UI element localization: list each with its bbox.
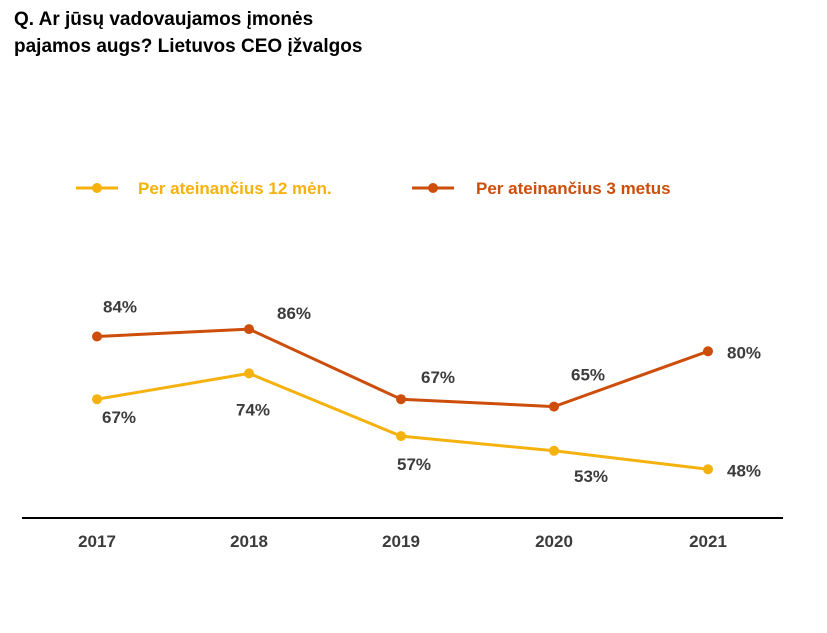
data-point-12-months-2021 bbox=[703, 464, 713, 475]
data-label-3-years-2018: 86% bbox=[277, 304, 311, 323]
series-3-years: 84% 86% 67% 65% 80% bbox=[92, 298, 761, 412]
data-label-12-months-2017: 67% bbox=[102, 408, 136, 427]
legend-marker-12-months bbox=[92, 183, 102, 193]
data-point-3-years-2021 bbox=[703, 346, 713, 357]
data-label-3-years-2020: 65% bbox=[571, 366, 605, 385]
legend-label-12-months: Per ateinančius 12 mėn. bbox=[138, 179, 332, 198]
data-point-12-months-2019 bbox=[396, 431, 406, 442]
chart-title-line-1: Q. Ar jūsų vadovaujamos įmonės bbox=[14, 9, 313, 30]
x-tick-label-2021: 2021 bbox=[689, 532, 727, 551]
legend-marker-3-years bbox=[428, 183, 438, 193]
chart-title-line-2: pajamos augs? Lietuvos CEO įžvalgos bbox=[14, 36, 362, 57]
data-label-3-years-2021: 80% bbox=[727, 343, 761, 362]
x-tick-label-2018: 2018 bbox=[230, 532, 268, 551]
legend-item-12-months: Per ateinančius 12 mėn. bbox=[76, 179, 332, 198]
data-point-3-years-2019 bbox=[396, 394, 406, 405]
data-point-12-months-2018 bbox=[244, 368, 254, 379]
data-point-3-years-2020 bbox=[549, 401, 559, 412]
x-axis-ticks: 2017 2018 2019 2020 2021 bbox=[78, 532, 727, 551]
data-point-12-months-2017 bbox=[92, 394, 102, 405]
x-tick-label-2020: 2020 bbox=[535, 532, 573, 551]
legend-label-3-years: Per ateinančius 3 metus bbox=[476, 179, 671, 198]
data-label-12-months-2021: 48% bbox=[727, 461, 761, 480]
data-label-3-years-2019: 67% bbox=[421, 368, 455, 387]
plot-area: 67% 74% 57% 53% 48% 84% 86% 67% 65% 80% bbox=[92, 298, 761, 486]
series-12-months: 67% 74% 57% 53% 48% bbox=[92, 368, 761, 486]
legend-item-3-years: Per ateinančius 3 metus bbox=[412, 179, 671, 198]
data-label-12-months-2019: 57% bbox=[397, 455, 431, 474]
legend: Per ateinančius 12 mėn. Per ateinančius … bbox=[76, 179, 671, 198]
data-point-12-months-2020 bbox=[549, 445, 559, 456]
data-label-12-months-2020: 53% bbox=[574, 467, 608, 486]
data-label-3-years-2017: 84% bbox=[103, 298, 137, 317]
data-point-3-years-2018 bbox=[244, 324, 254, 335]
x-tick-label-2019: 2019 bbox=[382, 532, 420, 551]
data-point-3-years-2017 bbox=[92, 331, 102, 342]
data-label-12-months-2018: 74% bbox=[236, 400, 270, 419]
x-tick-label-2017: 2017 bbox=[78, 532, 116, 551]
